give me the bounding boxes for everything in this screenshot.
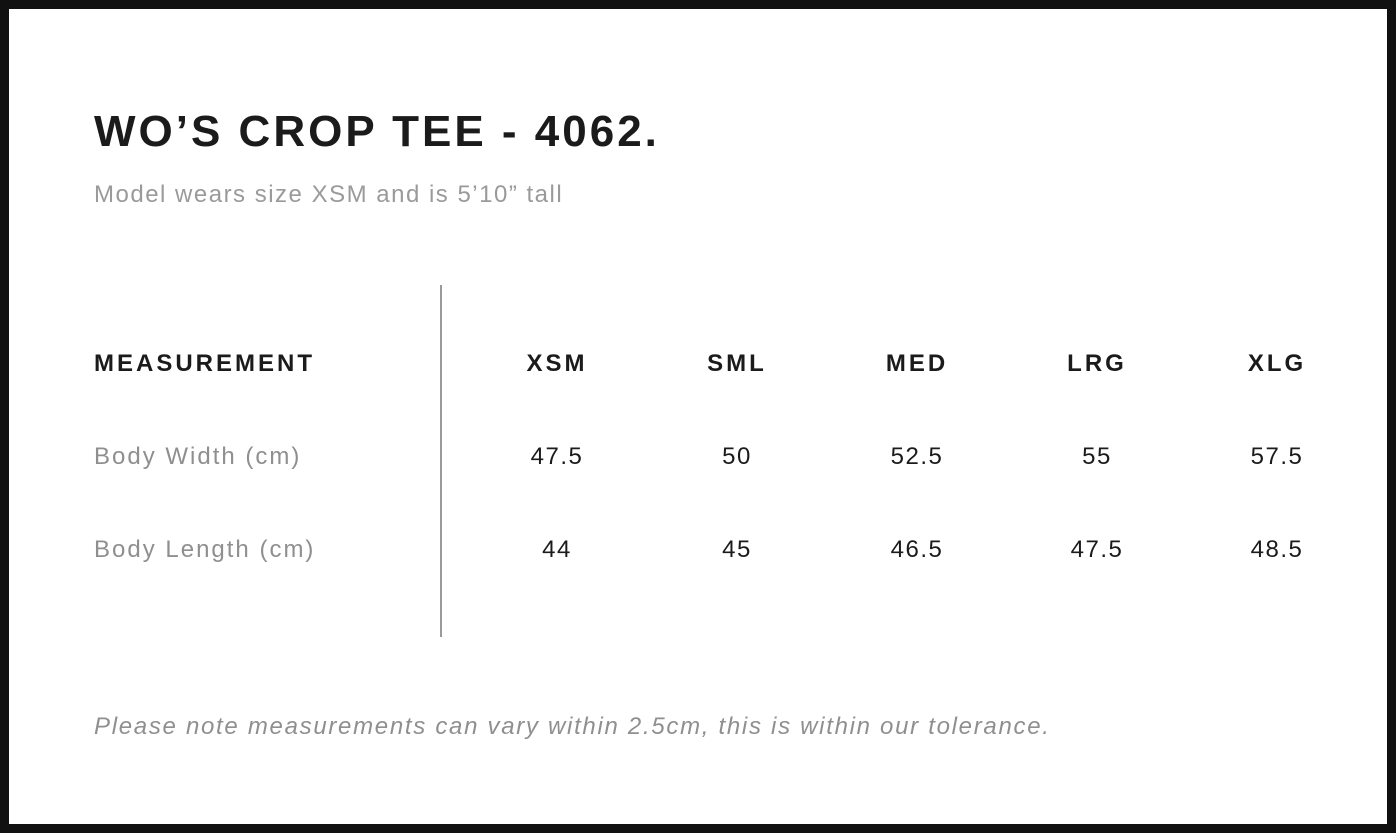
body-length-med: 46.5 [890,536,944,563]
body-width-lrg: 55 [1082,443,1112,470]
body-width-sml: 50 [722,443,752,470]
column-header-lrg: LRG [1067,350,1127,377]
body-length-xlg: 48.5 [1250,536,1304,563]
column-header-measurement: MEASUREMENT [94,350,316,377]
body-width-xlg: 57.5 [1250,443,1304,470]
column-header-xlg: XLG [1247,350,1307,377]
tolerance-note: Please note measurements can vary within… [94,713,1051,740]
row-label-body-length: Body Length (cm) [94,536,316,563]
table-row-body-width: Body Width (cm) 47.5 50 52.5 55 57.5 [94,443,1367,471]
body-length-sml: 45 [722,536,752,563]
column-divider-line [440,285,442,637]
column-header-xsm: XSM [526,350,588,377]
column-header-med: MED [885,350,949,377]
body-width-med: 52.5 [890,443,944,470]
model-size-note: Model wears size XSM and is 5’10” tall [94,181,564,208]
body-width-xsm: 47.5 [530,443,584,470]
row-label-body-width: Body Width (cm) [94,443,302,470]
table-header-row: MEASUREMENT XSM SML MED LRG XLG [94,350,1367,378]
table-row-body-length: Body Length (cm) 44 45 46.5 47.5 48.5 [94,536,1367,564]
column-header-sml: SML [707,350,767,377]
body-length-lrg: 47.5 [1070,536,1124,563]
page-title: WO’S CROP TEE - 4062. [94,107,660,156]
body-length-xsm: 44 [542,536,572,563]
